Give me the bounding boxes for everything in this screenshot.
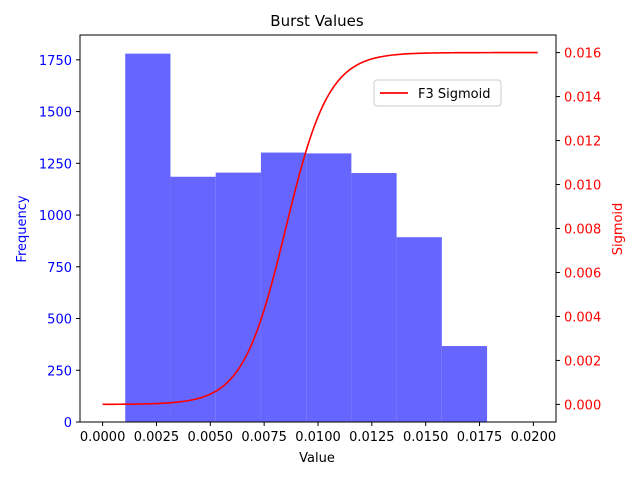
left-y-tick-label: 1000 bbox=[39, 209, 72, 224]
right-y-tick-label: 0.014 bbox=[564, 91, 601, 106]
left-y-tick-label: 1750 bbox=[39, 54, 72, 69]
right-y-tick-label: 0.012 bbox=[564, 135, 601, 150]
legend-box bbox=[373, 79, 502, 107]
right-y-tick-label: 0.008 bbox=[564, 223, 601, 238]
left-y-tick-label: 1500 bbox=[39, 106, 72, 121]
left-y-axis-label: Frequency bbox=[15, 195, 30, 262]
x-tick-label: 0.0125 bbox=[349, 430, 395, 445]
x-tick-label: 0.0000 bbox=[80, 430, 126, 445]
chart-title: Burst Values bbox=[270, 12, 364, 30]
left-y-tick-label: 1250 bbox=[39, 157, 72, 172]
x-tick-label: 0.0050 bbox=[188, 430, 234, 445]
right-y-tick-label: 0.006 bbox=[564, 266, 601, 281]
right-y-tick-label: 0.004 bbox=[564, 310, 601, 325]
left-y-tick-label: 250 bbox=[47, 364, 72, 379]
histogram-bar bbox=[396, 237, 442, 422]
x-axis-ticks: 0.0000 0.0025 0.0050 0.0075 0.0100 0.0125 0.01… bbox=[80, 422, 556, 445]
left-y-tick-label: 0 bbox=[64, 416, 72, 431]
x-tick-label: 0.0100 bbox=[295, 430, 341, 445]
right-y-tick-label: 0.010 bbox=[564, 179, 601, 194]
right-y-tick-label: 0.016 bbox=[564, 47, 601, 62]
legend-label-f3-sigmoid: F3 Sigmoid bbox=[418, 87, 490, 102]
sigmoid-line-layer bbox=[102, 51, 538, 406]
x-tick-label: 0.0150 bbox=[403, 430, 449, 445]
x-axis-label: Value bbox=[299, 451, 335, 466]
x-tick-label: 0.0025 bbox=[134, 430, 180, 445]
histogram-bar bbox=[215, 172, 261, 422]
right-y-axis-ticks: 0.000 0.002 0.004 0.006 0.008 0.010 0.012 0.014… bbox=[556, 47, 601, 413]
legend: F3 Sigmoid bbox=[373, 79, 502, 107]
series-line-f3-sigmoid bbox=[102, 51, 538, 406]
histogram-bar bbox=[125, 53, 171, 422]
x-tick-label: 0.0200 bbox=[511, 430, 557, 445]
left-y-tick-label: 750 bbox=[47, 261, 72, 276]
x-tick-label: 0.0175 bbox=[457, 430, 503, 445]
x-tick-label: 0.0075 bbox=[241, 430, 287, 445]
right-y-tick-label: 0.002 bbox=[564, 354, 601, 369]
histogram-bar bbox=[441, 346, 488, 422]
histogram-bar bbox=[306, 153, 352, 422]
left-y-tick-label: 500 bbox=[47, 313, 72, 328]
right-y-axis-label: Sigmoid bbox=[611, 203, 626, 256]
histogram-bar bbox=[351, 173, 397, 422]
histogram-bar bbox=[170, 176, 216, 422]
left-y-axis-ticks: 0 250 500 750 1000 1250 1500 1750 bbox=[39, 54, 80, 431]
histogram-bars bbox=[125, 53, 488, 423]
histogram-bar bbox=[260, 152, 307, 423]
right-y-tick-label: 0.000 bbox=[564, 398, 601, 413]
